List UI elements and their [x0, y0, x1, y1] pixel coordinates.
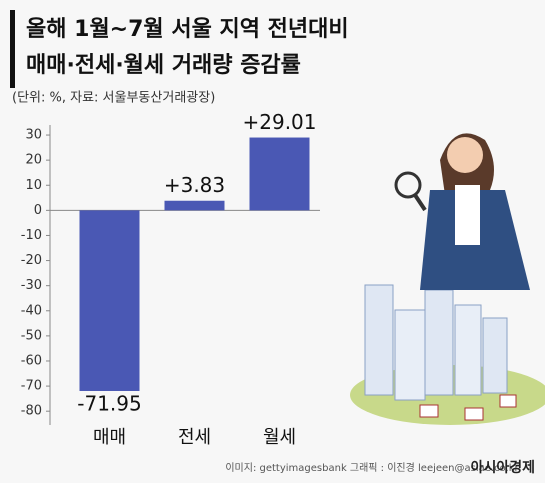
y-tick-label: 10	[25, 178, 42, 193]
bar	[249, 137, 310, 211]
value-label: +29.01	[242, 110, 316, 134]
y-tick-label: -60	[21, 353, 42, 368]
x-tick-label: 전세	[178, 427, 211, 448]
y-tick-label: -40	[21, 303, 42, 318]
y-tick-label: -70	[21, 379, 42, 394]
chart-title: 올해 1월~7월 서울 지역 전년대비	[26, 17, 349, 42]
footer-credit: 이미지: gettyimagesbank 그래픽 : 이진경 leejeen@a…	[225, 461, 519, 474]
y-tick-label: 30	[25, 128, 42, 143]
title-bar	[10, 10, 15, 88]
y-tick-label: 0	[34, 203, 42, 218]
y-tick-label: 20	[25, 153, 42, 168]
footer-logo: 아시아경제	[471, 459, 535, 476]
chart-subtitle: (단위: %, 자료: 서울부동산거래광장)	[12, 91, 215, 106]
value-label: -71.95	[77, 391, 141, 415]
y-tick-label: -10	[21, 228, 42, 243]
x-tick-label: 매매	[93, 427, 126, 448]
y-tick-label: -50	[21, 328, 42, 343]
y-tick-label: -80	[21, 404, 42, 419]
bar	[164, 200, 225, 211]
y-tick-label: -30	[21, 278, 42, 293]
value-label: +3.83	[164, 173, 225, 197]
illustration	[350, 133, 545, 425]
chart-title: 매매·전세·월세 거래량 증감률	[26, 53, 301, 78]
y-tick-label: -20	[21, 253, 42, 268]
x-tick-label: 월세	[263, 427, 296, 448]
bar	[79, 210, 140, 391]
